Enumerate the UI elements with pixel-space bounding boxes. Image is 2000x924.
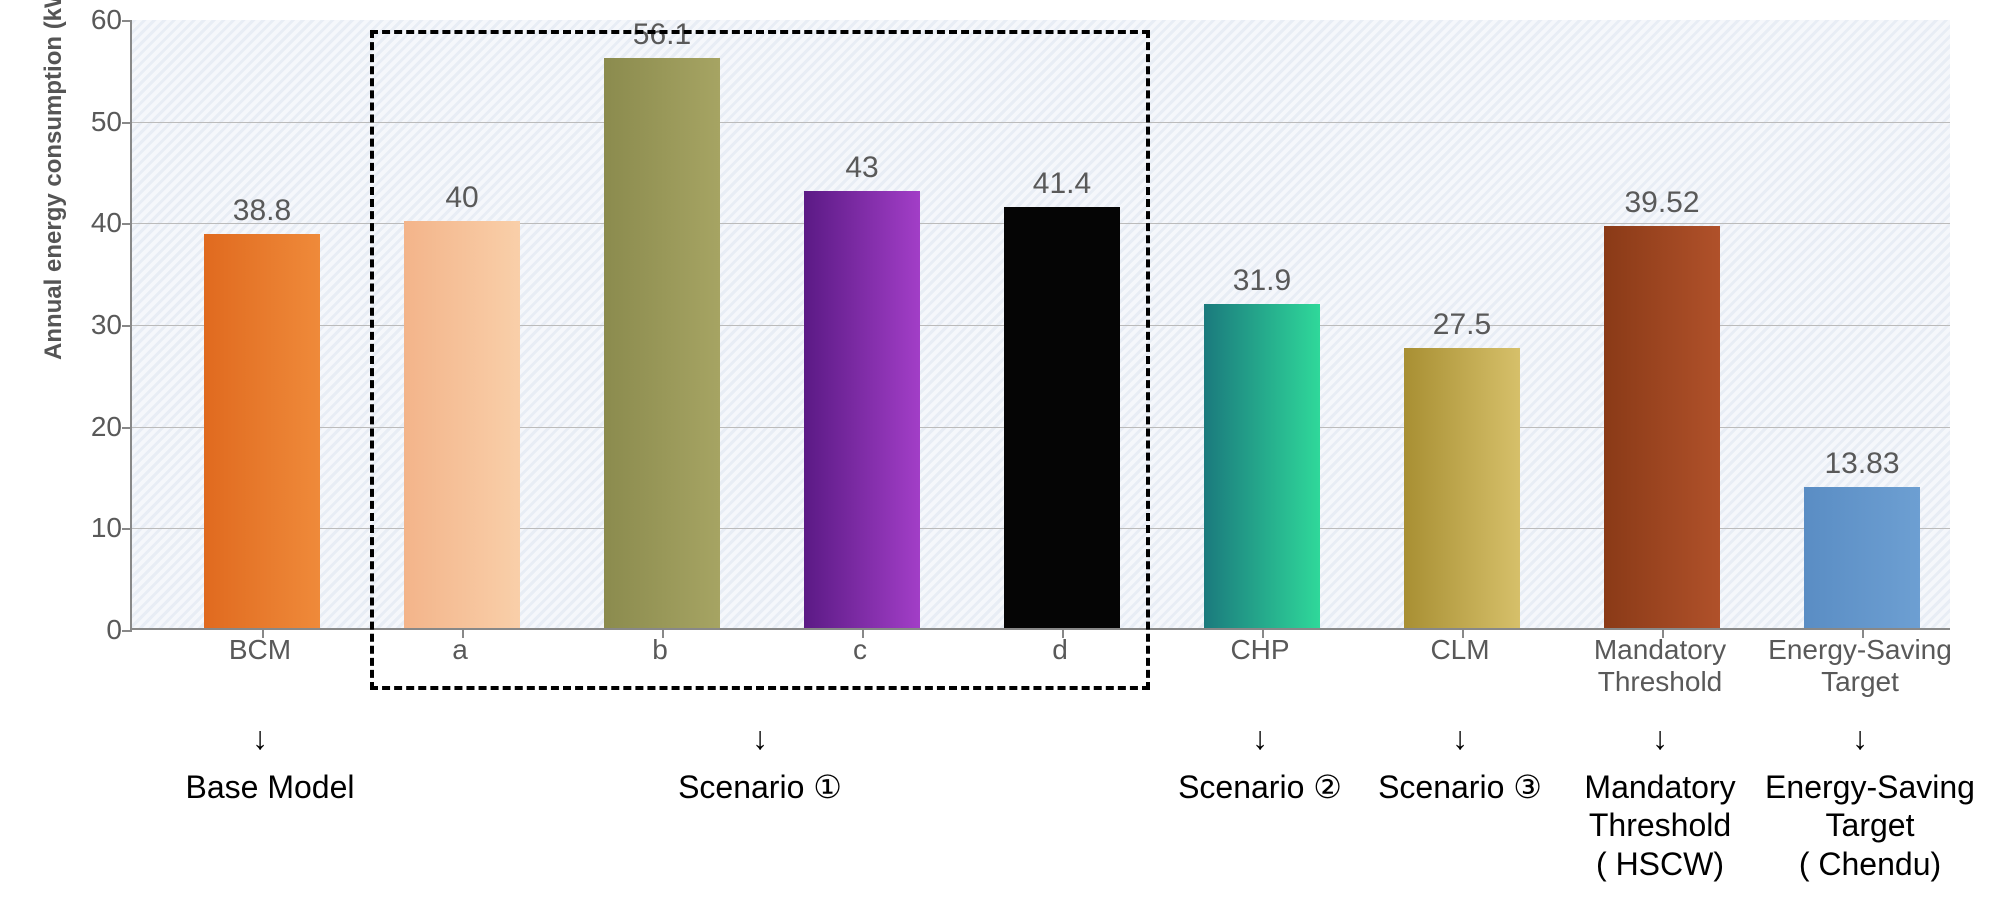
annotation-label: Energy-SavingTarget( Chendu) (1720, 768, 2000, 883)
x-category-label: CHP (1150, 634, 1370, 666)
y-tick-label: 50 (42, 106, 122, 138)
y-tick-mark (122, 20, 132, 22)
arrow-down-icon: ↓ (740, 720, 780, 757)
bar-value-label: 13.83 (1782, 447, 1942, 481)
arrow-down-icon: ↓ (240, 720, 280, 757)
bar: 38.8 (204, 234, 320, 628)
x-category-label: MandatoryThreshold (1550, 634, 1770, 698)
y-axis-title: Annual energy consumption (kWh/m²) (40, 0, 68, 360)
y-tick-label: 0 (42, 614, 122, 646)
y-tick-mark (122, 122, 132, 124)
y-tick-mark (122, 223, 132, 225)
y-tick-label: 20 (42, 411, 122, 443)
arrow-down-icon: ↓ (1440, 720, 1480, 757)
y-tick-mark (122, 427, 132, 429)
x-category-label: d (950, 634, 1170, 666)
bar-value-label: 31.9 (1182, 264, 1342, 298)
bar: 31.9 (1204, 304, 1320, 628)
bar: 27.5 (1404, 348, 1520, 628)
y-tick-label: 10 (42, 512, 122, 544)
bar-value-label: 38.8 (182, 194, 342, 228)
y-tick-mark (122, 528, 132, 530)
annotation-label: Scenario ① (610, 768, 910, 806)
arrow-down-icon: ↓ (1240, 720, 1280, 757)
annotation-label: Base Model (140, 768, 400, 806)
x-category-label: Energy-SavingTarget (1750, 634, 1970, 698)
y-tick-mark (122, 325, 132, 327)
bar-value-label: 27.5 (1382, 308, 1542, 342)
y-tick-label: 40 (42, 207, 122, 239)
x-category-label: a (350, 634, 570, 666)
x-category-label: CLM (1350, 634, 1570, 666)
x-category-label: b (550, 634, 770, 666)
x-category-label: BCM (150, 634, 370, 666)
arrow-down-icon: ↓ (1840, 720, 1880, 757)
chart-container: Annual energy consumption (kWh/m²) 01020… (40, 20, 1960, 904)
bar: 39.52 (1604, 226, 1720, 628)
y-tick-label: 60 (42, 4, 122, 36)
y-tick-label: 30 (42, 309, 122, 341)
x-category-label: c (750, 634, 970, 666)
y-tick-mark (122, 630, 132, 632)
bar: 13.83 (1804, 487, 1920, 628)
arrow-down-icon: ↓ (1640, 720, 1680, 757)
scenario-1-box (370, 30, 1150, 690)
bar-value-label: 39.52 (1582, 186, 1742, 220)
